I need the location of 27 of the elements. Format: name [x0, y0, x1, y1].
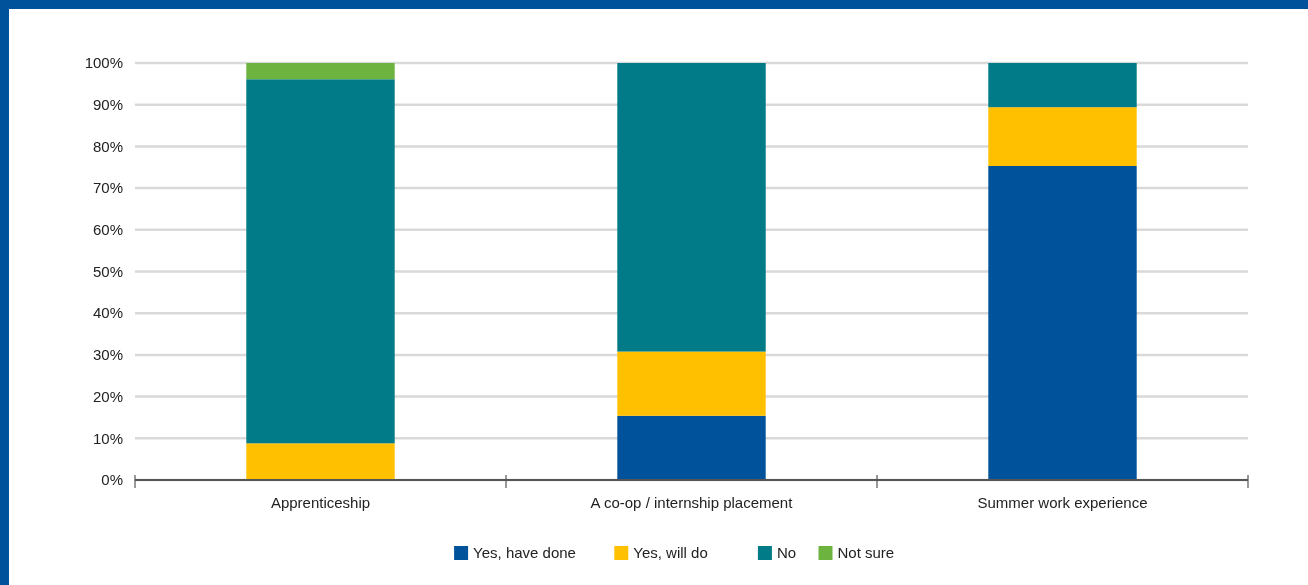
y-tick-label: 40%: [92, 304, 123, 322]
bar: [246, 443, 395, 480]
y-tick-label: 80%: [92, 137, 123, 155]
bar: [246, 63, 395, 80]
legend-label: Not sure: [837, 544, 895, 562]
y-tick-label: 100%: [84, 54, 123, 72]
bar: [246, 79, 395, 444]
x-tick-label: A co-op / internship placement: [590, 494, 794, 511]
legend-label: Yes, have done: [473, 544, 576, 562]
y-tick-label: 10%: [92, 429, 123, 447]
x-tick-label: Summer work experience: [977, 494, 1148, 511]
bar: [617, 415, 766, 480]
x-tick-label: Apprenticeship: [270, 494, 371, 511]
y-tick-label: 30%: [92, 346, 123, 364]
y-tick-label: 0%: [101, 471, 123, 489]
y-tick-label: 70%: [92, 179, 123, 197]
y-tick-label: 60%: [92, 221, 123, 239]
bar: [988, 63, 1137, 108]
bar: [988, 107, 1137, 166]
legend-label: Yes, will do: [633, 544, 708, 562]
bar: [617, 351, 766, 416]
bar: [617, 63, 766, 352]
legend-label: No: [776, 544, 797, 562]
y-tick-label: 20%: [92, 387, 123, 405]
y-tick-label: 90%: [92, 95, 123, 113]
y-tick-label: 50%: [92, 262, 123, 280]
bar: [988, 166, 1137, 480]
